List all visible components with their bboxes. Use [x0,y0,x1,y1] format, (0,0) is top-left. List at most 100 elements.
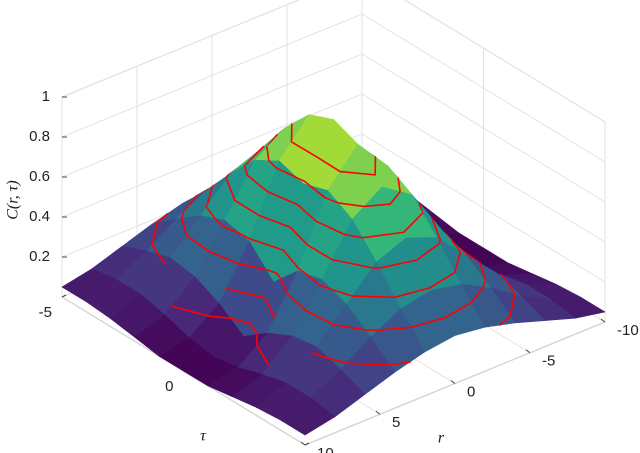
contour-line [327,357,348,364]
contour-line [337,202,365,208]
contour-line [185,234,210,253]
contour-line [275,272,282,280]
contour-line [171,305,210,317]
contour-line [331,258,374,269]
contour-line [265,268,278,274]
contour-line [402,212,424,234]
contour-line [256,344,270,367]
contour-line [275,167,299,179]
contour-line [304,309,334,326]
y-tick [304,442,310,446]
contour-line [286,292,307,312]
x-tick [375,410,381,415]
grid-line [61,0,606,123]
contour-line [267,159,278,169]
contour-line [308,184,326,199]
z-tick-label: 0.8 [29,128,50,145]
contour-line [249,322,258,336]
contour-line [315,220,346,236]
contour-line [339,170,376,176]
contour-line [205,185,214,209]
contour-line [378,259,418,269]
contour-line [297,267,307,275]
contour-line [282,249,300,270]
contour-line [243,165,249,177]
contour-line [246,174,269,193]
y-tick-label: 5 [287,452,295,453]
contour-line [306,244,333,261]
contour-line [499,315,511,326]
z-tick-label: 1 [42,88,50,105]
contour-line [221,224,242,236]
contour-line [151,222,158,246]
y-tick-label: 0 [165,378,173,395]
contour-line [296,177,306,183]
contour-line [249,238,285,251]
contour-line [389,190,401,205]
contour-line [318,284,333,291]
contour-line [377,326,412,332]
contour-line [240,233,251,240]
contour-line [389,361,411,366]
contour-line [351,295,396,299]
contour-line [234,199,260,217]
contour-line [289,226,309,246]
contour-line [157,253,167,265]
contour-line [264,296,276,320]
contour-line [482,280,487,288]
contour-line [156,213,168,224]
contour-line [207,315,231,319]
contour-line [428,271,456,289]
contour-line [324,196,340,204]
contour-line [415,242,441,261]
contour-line [205,206,216,220]
x-axis-label: r [438,430,445,447]
x-tick-label: -5 [542,353,555,370]
contour-line [266,146,270,162]
contour-line [397,177,401,193]
z-tick-label: 0.4 [29,208,50,225]
contour-line [180,217,188,237]
contour-line [457,246,482,265]
x-tick-label: 10 [317,445,334,453]
y-axis-label: τ [200,428,207,445]
contour-line [509,293,516,317]
x-tick-label: 5 [392,414,400,431]
contour-line [225,287,266,299]
x-tick [300,441,306,446]
contour-line [451,239,462,253]
y-tick [61,294,67,298]
contour-line [258,214,292,229]
contour-line [315,155,341,173]
contour-line [310,352,330,360]
contour-line [361,231,405,239]
contour-line [229,317,252,325]
x-tick-label: -10 [617,322,639,339]
contour-line [290,141,317,158]
contour-line [410,316,447,329]
contour-line [243,145,265,167]
x-tick-label: 0 [467,383,475,400]
contour-line [280,277,288,295]
contour-line [444,301,472,319]
contour-line [345,362,391,366]
contour-line [363,203,392,208]
contour-line [479,262,487,282]
x-tick [600,318,606,323]
contour-line [331,288,354,297]
contour-line [305,273,321,286]
z-tick-label: 0.6 [29,168,50,185]
contour-line [331,323,367,331]
contour-line [151,243,160,256]
z-tick-label: 0.2 [29,248,50,265]
z-axis-label: C(r, τ) [5,180,22,220]
contour-line [418,202,424,214]
contour-line [507,283,516,296]
contour-line [296,203,318,223]
contour-line [214,217,223,227]
contour-line [470,286,485,304]
surface-patch [280,397,336,436]
x-tick [525,349,531,354]
